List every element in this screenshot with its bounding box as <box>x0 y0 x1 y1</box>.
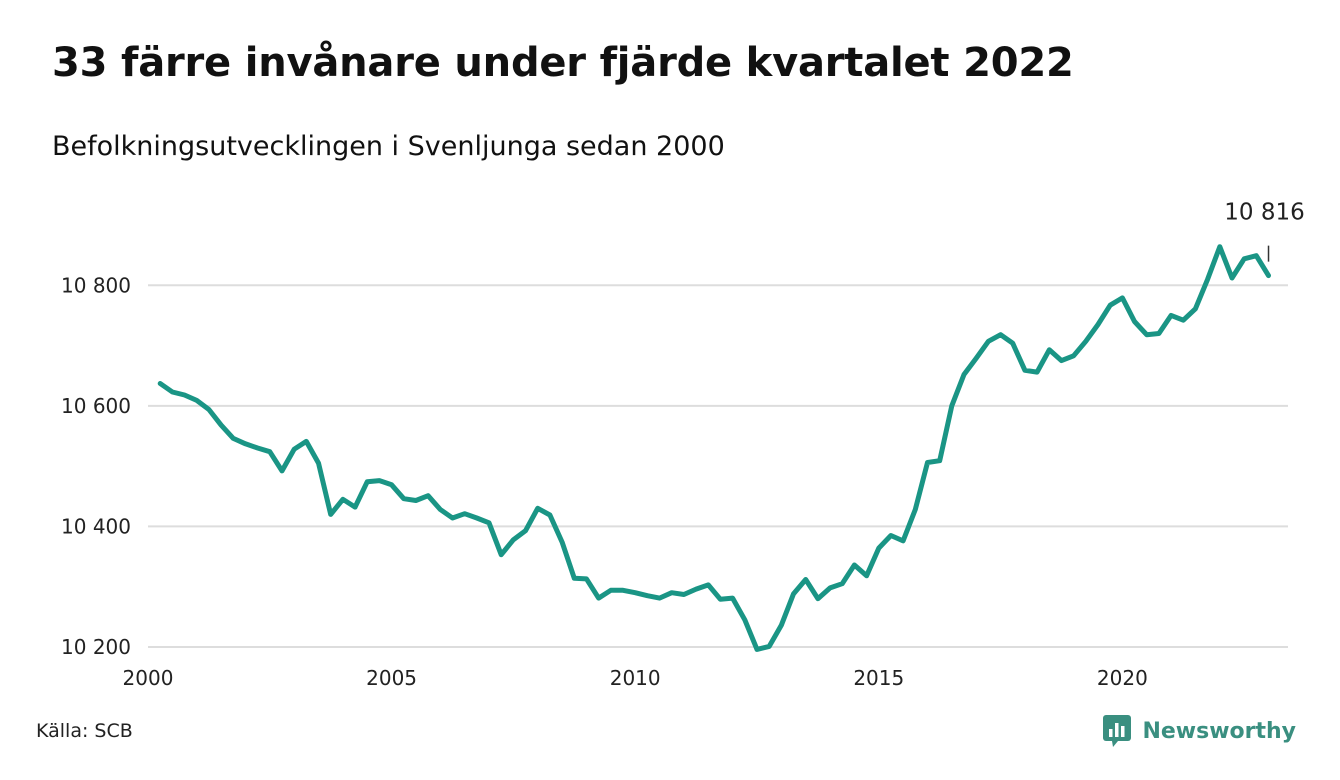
x-tick-label: 2010 <box>610 666 661 690</box>
x-axis: 2000 2005 2010 2015 2020 <box>123 666 1148 690</box>
chart-subtitle: Befolkningsutvecklingen i Svenljunga sed… <box>52 131 725 162</box>
y-tick-label: 10 400 <box>61 514 131 538</box>
y-tick-label: 10 600 <box>61 394 131 418</box>
series-layer <box>157 244 1271 652</box>
y-tick-label: 10 200 <box>61 635 131 659</box>
x-tick-label: 2015 <box>853 666 904 690</box>
grid-layer <box>148 284 1288 648</box>
brand-name: Newsworthy <box>1142 718 1296 744</box>
x-tick-label: 2005 <box>366 666 417 690</box>
x-tick-label: 2020 <box>1097 666 1148 690</box>
brand-logo[interactable]: Newsworthy <box>1102 714 1296 748</box>
x-tick-label: 2000 <box>123 666 174 690</box>
y-tick-label: 10 800 <box>61 273 131 297</box>
source-note: Källa: SCB <box>36 720 133 742</box>
series-line <box>157 244 1271 652</box>
chart-title: 33 färre invånare under fjärde kvartalet… <box>52 40 1074 86</box>
last-value-label: 10 816 <box>1224 200 1304 226</box>
newsworthy-logo-icon <box>1103 715 1132 747</box>
annotation-layer: 10 816 <box>1224 200 1305 262</box>
y-axis: 10 200 10 400 10 600 10 800 <box>61 273 131 659</box>
